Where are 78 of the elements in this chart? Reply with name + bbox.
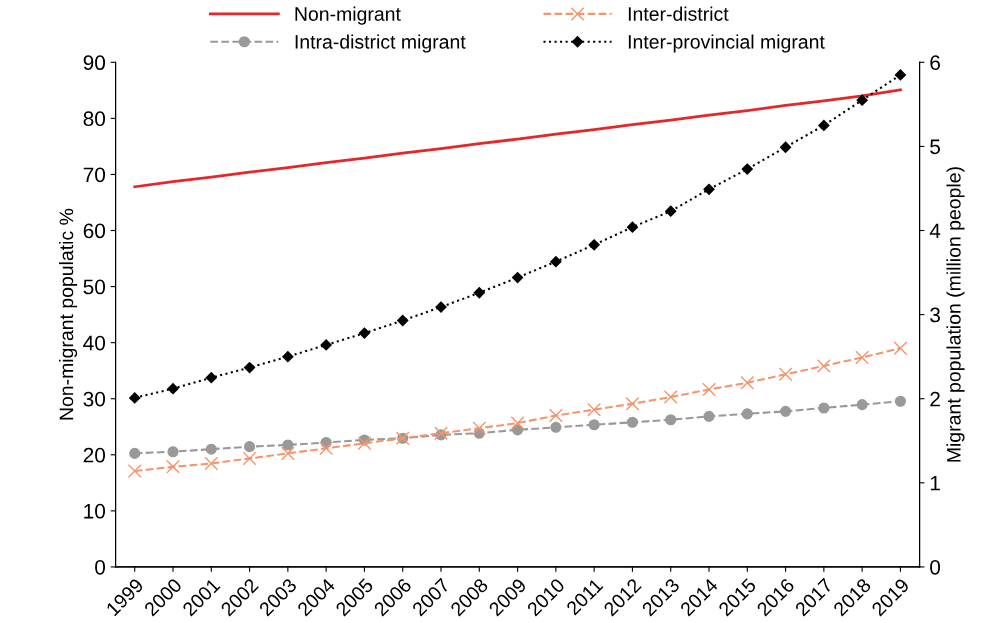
point — [129, 447, 141, 459]
y2-tick-label: 3 — [930, 307, 940, 323]
point — [320, 339, 332, 351]
y2-tick-label: 0 — [930, 559, 941, 575]
y-tick-label: 10 — [84, 503, 106, 519]
point — [779, 141, 792, 153]
y-tick-label: 30 — [83, 391, 106, 407]
y-tick-label: 50 — [83, 279, 106, 295]
point — [358, 327, 371, 339]
point — [244, 441, 256, 453]
point — [588, 239, 600, 251]
point — [780, 405, 792, 417]
point — [665, 205, 677, 217]
y-tick-label: 40 — [83, 335, 106, 351]
point — [856, 94, 868, 106]
y2-tick-label: 2 — [930, 391, 940, 407]
y-tick-label: 60 — [83, 223, 106, 239]
point — [357, 436, 372, 451]
y2-tick-label: 1 — [930, 476, 940, 491]
y-axis-title: Non-migrant populatic % — [59, 208, 78, 420]
point — [204, 456, 219, 471]
point — [855, 350, 870, 365]
point — [511, 272, 524, 284]
point — [473, 287, 485, 299]
y-tick-label: 0 — [95, 559, 106, 575]
point — [205, 372, 217, 384]
point — [818, 402, 830, 414]
legend-label: Inter-provincial migrant — [628, 34, 825, 53]
point — [548, 408, 563, 423]
point — [397, 314, 409, 327]
point — [550, 256, 562, 268]
point — [856, 399, 868, 411]
point — [587, 402, 602, 417]
point — [816, 358, 831, 373]
y-tick-label: 80 — [83, 111, 106, 127]
point — [703, 183, 715, 195]
point — [129, 392, 141, 404]
point — [205, 443, 217, 455]
point — [282, 351, 294, 363]
point — [741, 163, 753, 175]
point — [625, 396, 640, 411]
point — [550, 421, 562, 433]
point — [127, 464, 142, 478]
point — [588, 419, 600, 431]
y-tick-label: 70 — [83, 167, 106, 183]
point — [243, 361, 256, 374]
y2-tick-label: 5 — [930, 139, 941, 155]
point — [167, 383, 179, 395]
point — [703, 410, 715, 422]
y-tick-label: 20 — [83, 447, 106, 463]
line-series — [133, 88, 902, 189]
point — [740, 375, 755, 390]
point — [319, 441, 334, 456]
point — [167, 446, 179, 458]
point — [702, 382, 716, 397]
point — [280, 446, 295, 461]
point — [665, 414, 677, 426]
point — [242, 451, 257, 466]
legend-label: Inter-district — [628, 6, 729, 21]
point — [282, 439, 294, 451]
legend-label: Non-migrant — [295, 6, 401, 25]
y-tick-label: 90 — [83, 55, 106, 71]
point — [778, 367, 793, 382]
point — [166, 459, 180, 474]
legend-label: Intra-district migrant — [295, 34, 466, 53]
point — [663, 390, 678, 404]
y2-axis-title: Migrant population (million people) — [946, 167, 965, 462]
point — [626, 416, 638, 428]
point — [894, 69, 907, 81]
y2-tick-label: 4 — [929, 223, 941, 239]
point — [818, 119, 830, 131]
point — [472, 421, 487, 436]
point — [894, 395, 906, 407]
point — [741, 408, 753, 420]
y2-tick-label: 6 — [930, 55, 940, 71]
point — [893, 341, 908, 356]
point — [626, 221, 639, 233]
point — [510, 416, 525, 431]
